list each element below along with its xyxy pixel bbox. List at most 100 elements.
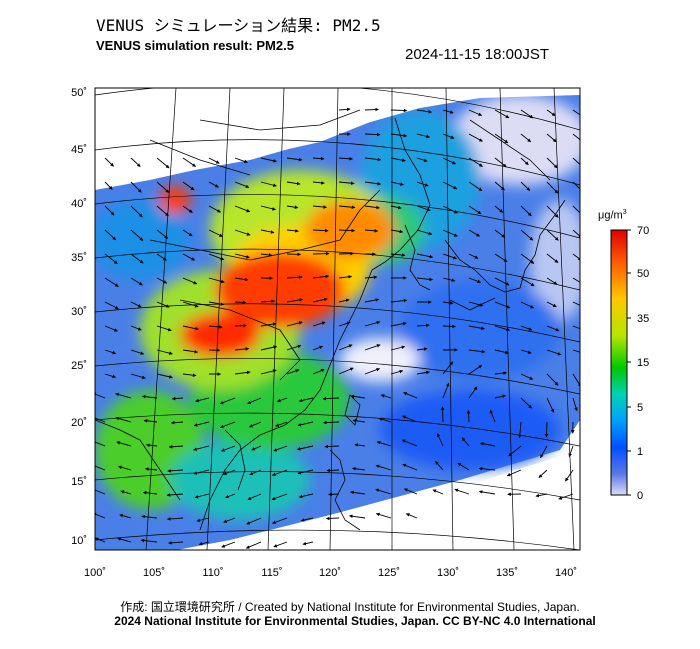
wind-arrow xyxy=(141,394,158,399)
wind-arrow xyxy=(104,277,119,287)
wind-arrow xyxy=(95,392,106,399)
wind-arrow xyxy=(338,228,356,233)
wind-arrow xyxy=(442,133,455,139)
wind-arrow xyxy=(364,107,379,112)
wind-arrow xyxy=(546,373,559,386)
wind-arrow xyxy=(168,444,184,449)
colorbar-tick-label: 5 xyxy=(637,402,643,414)
wind-arrow xyxy=(416,181,429,187)
wind-arrow xyxy=(375,464,392,471)
wind-vectors xyxy=(95,107,580,549)
wind-arrow xyxy=(182,253,196,261)
wind-arrow xyxy=(130,277,143,286)
wind-arrow xyxy=(208,325,223,329)
lat-label: 30˚ xyxy=(71,306,87,318)
wind-arrow xyxy=(572,205,580,217)
wind-arrow xyxy=(520,109,534,119)
wind-arrow xyxy=(234,300,247,305)
wind-arrow xyxy=(442,382,450,399)
wind-arrow xyxy=(251,445,262,451)
wind-arrow xyxy=(375,512,392,519)
wind-arrow xyxy=(95,489,106,495)
wind-arrow xyxy=(520,277,535,287)
wind-arrow xyxy=(115,392,132,399)
wind-arrow xyxy=(323,420,340,425)
wind-arrow xyxy=(130,325,142,331)
wind-arrow xyxy=(442,253,457,260)
wind-arrow xyxy=(416,157,428,162)
wind-arrow xyxy=(260,157,277,163)
longitude-axis: 100˚ 105˚ 110˚ 115˚ 120˚ 125˚ 130˚ 135˚ … xyxy=(84,567,577,579)
wind-arrow xyxy=(468,301,484,307)
lon-label: 110˚ xyxy=(202,567,223,579)
wind-arrow xyxy=(520,253,535,264)
wind-arrow xyxy=(325,516,340,521)
wind-arrow xyxy=(104,157,114,167)
wind-arrow xyxy=(546,229,559,241)
lon-label: 125˚ xyxy=(378,567,400,579)
wind-arrow xyxy=(156,229,169,239)
wind-arrow xyxy=(416,277,433,282)
wind-arrow xyxy=(403,392,418,399)
wind-arrow xyxy=(104,349,117,355)
wind-arrow xyxy=(234,181,250,188)
colorbar-unit-text: μg/m xyxy=(598,209,623,222)
wind-arrow xyxy=(442,205,458,214)
wind-arrow xyxy=(364,157,382,162)
wind-arrow xyxy=(520,157,529,166)
wind-arrow xyxy=(354,443,366,447)
wind-arrow xyxy=(130,181,142,193)
wind-arrow xyxy=(298,397,314,403)
wind-arrow xyxy=(352,418,366,423)
wind-arrow xyxy=(461,437,470,447)
wind-arrow xyxy=(572,229,580,239)
wind-arrow xyxy=(271,469,288,476)
wind-arrow xyxy=(416,323,430,328)
wind-arrow xyxy=(245,541,262,549)
wind-arrow xyxy=(416,109,433,114)
wind-arrow xyxy=(246,517,262,525)
credit-created-by: 作成: 国立環境研究所 / Created by National Instit… xyxy=(120,600,580,614)
wind-arrow xyxy=(494,301,511,309)
wind-arrow xyxy=(494,394,506,399)
wind-arrow xyxy=(208,253,225,261)
wind-arrow xyxy=(286,275,303,280)
wind-arrow xyxy=(297,421,314,427)
wind-arrow xyxy=(120,490,132,495)
wind-arrow xyxy=(312,345,324,351)
wind-arrow xyxy=(416,229,433,236)
wind-arrow xyxy=(401,439,418,447)
wind-arrow xyxy=(338,205,356,209)
wind-arrow xyxy=(546,325,560,332)
lon-label: 140˚ xyxy=(555,567,577,579)
wind-arrow xyxy=(546,253,559,263)
wind-arrow xyxy=(442,324,456,329)
wind-arrow xyxy=(182,181,195,191)
wind-arrow xyxy=(432,489,444,495)
wind-arrow xyxy=(494,133,509,144)
wind-arrow xyxy=(364,181,382,186)
wind-arrow xyxy=(364,275,378,280)
wind-arrow xyxy=(115,416,132,423)
wind-arrow xyxy=(376,440,392,447)
wind-arrow xyxy=(478,490,496,495)
wind-arrow xyxy=(286,298,304,303)
wind-arrow xyxy=(338,107,351,112)
wind-arrow xyxy=(338,181,355,185)
wind-arrow xyxy=(130,373,146,380)
wind-arrow xyxy=(171,396,184,401)
wind-arrow xyxy=(442,361,454,375)
wind-arrow xyxy=(546,277,558,285)
wind-arrow xyxy=(143,419,158,423)
wind-arrow xyxy=(494,109,510,119)
colorbar-tick-label: 35 xyxy=(637,313,649,325)
wind-arrow xyxy=(518,421,522,439)
wind-arrow xyxy=(520,373,534,380)
wind-arrow xyxy=(168,541,184,545)
wind-arrow xyxy=(130,157,141,168)
wind-arrow xyxy=(364,229,379,233)
lon-label: 105˚ xyxy=(143,567,165,579)
wind-arrow xyxy=(130,253,144,264)
wind-arrow xyxy=(375,488,392,495)
wind-arrow xyxy=(312,228,329,233)
